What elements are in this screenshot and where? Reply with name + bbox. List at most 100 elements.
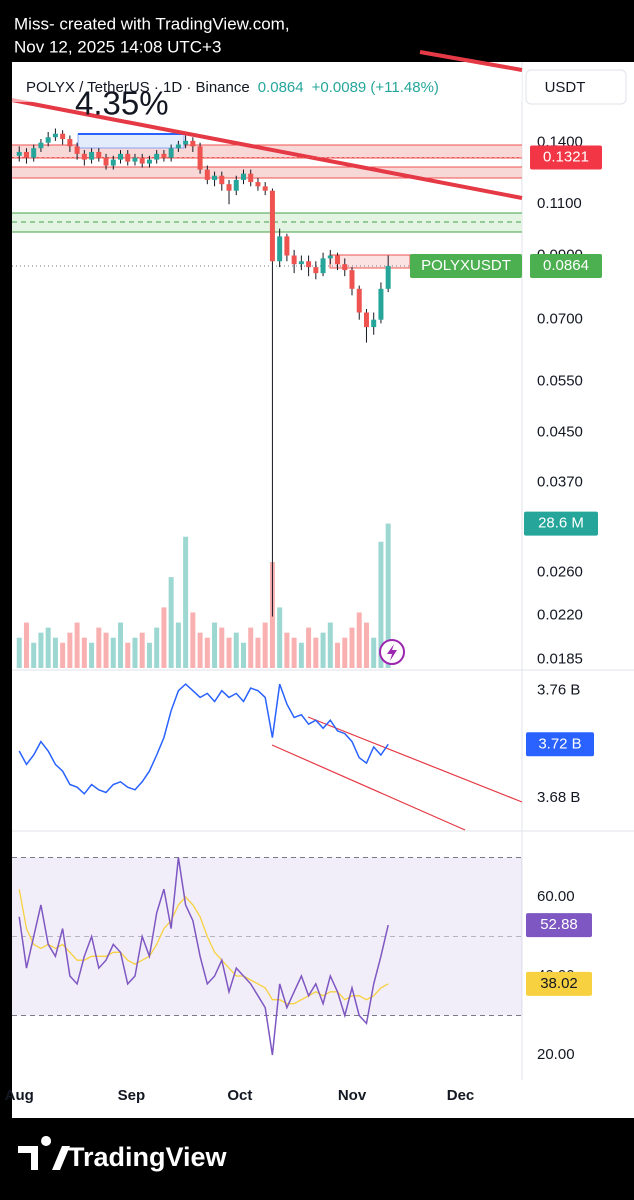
candle-body [226, 184, 232, 191]
candle-body [74, 146, 80, 154]
candle-body [175, 144, 181, 149]
candle-body [103, 157, 109, 166]
candle-body [110, 159, 116, 166]
marks [12, 128, 522, 1056]
volume-bar [103, 632, 109, 668]
candle-body [233, 179, 239, 191]
volume-bar [118, 622, 124, 668]
volume-bar [67, 632, 73, 668]
channel-line [307, 716, 523, 803]
candle-body [16, 151, 22, 156]
candle-body [52, 133, 58, 138]
volume-bar [342, 637, 348, 668]
price-tick-label: 0.0220 [537, 606, 583, 623]
channel-line [271, 744, 466, 831]
candle-body [262, 186, 268, 191]
candle-body [363, 312, 369, 328]
candle-body [38, 142, 44, 149]
rsi-ma-line [18, 888, 389, 1005]
candle-body [67, 139, 73, 147]
x-tick-label: Dec [447, 1087, 475, 1104]
candle-body [139, 157, 145, 164]
volume-bar [81, 637, 87, 668]
volume-bar [327, 622, 333, 668]
price-label-bg [530, 253, 602, 278]
trend-line [11, 98, 523, 200]
volume-bar [335, 642, 341, 668]
volume-label: 28.6 M [538, 515, 584, 532]
volume-bar [132, 637, 138, 668]
volume-bar [284, 632, 290, 668]
brand: TradingView [68, 1142, 228, 1172]
candle-body [146, 159, 152, 164]
event-icon-bolt [387, 644, 397, 661]
volume-bar [161, 607, 167, 668]
candle-body [190, 140, 196, 147]
volume-bar [356, 612, 362, 668]
brand-logo [18, 1136, 70, 1170]
currency-button[interactable] [525, 69, 627, 105]
candle-body [378, 288, 384, 320]
candle-body [291, 255, 297, 265]
candle-body [204, 169, 210, 180]
price-tick-label: 0.0370 [537, 474, 583, 491]
trend-line [419, 50, 523, 72]
volume-label-bg [524, 511, 598, 536]
candle-body [349, 270, 355, 289]
volume-bar [262, 622, 268, 668]
volume-bar [154, 627, 160, 668]
candle-body [284, 236, 290, 256]
volume-bar [291, 637, 297, 668]
volume-bar [190, 612, 196, 668]
rsi-ma-label: 38.02 [540, 975, 578, 992]
volume-bar [31, 642, 37, 668]
level-label-bg [530, 145, 602, 170]
volume-bar [110, 637, 116, 668]
rsi-label: 52.88 [540, 916, 578, 933]
candle-body [96, 151, 102, 158]
candle-body [118, 153, 124, 160]
candle-body [168, 148, 174, 158]
x-tick-label: Aug [5, 1087, 34, 1104]
timestamp: Nov 12, 2025 14:08 UTC+3 [14, 37, 221, 56]
symbol: POLYX / TetherUS · 1D · Binance [26, 79, 250, 96]
candle-body [23, 151, 29, 158]
candle-body [277, 236, 283, 262]
volume-bar [16, 637, 22, 668]
volume-bar [306, 627, 312, 668]
candle-body [212, 175, 218, 180]
volume-bar [74, 622, 80, 668]
annotation: 4.35% [75, 85, 169, 122]
candle-body [81, 153, 87, 160]
volume-bar [175, 622, 181, 668]
rsi-line [18, 857, 389, 1056]
candle-body [298, 261, 304, 265]
volume-bar [45, 627, 51, 668]
chart-panel [12, 62, 634, 1118]
range-box [329, 254, 411, 269]
resistance-zone [12, 167, 522, 178]
volume-bar [385, 523, 391, 668]
volume-bar [363, 622, 369, 668]
volume-bar [96, 627, 102, 668]
obv-label: 3.72 B [538, 735, 581, 752]
credit: Miss- created with TradingView.com, [14, 14, 290, 33]
volume-bar [125, 642, 131, 668]
candle-body [269, 190, 275, 262]
volume-bar [146, 642, 152, 668]
rsi-tick-label: 60.00 [537, 888, 575, 905]
currency[interactable]: USDT [545, 79, 586, 96]
price-tick-label: 0.0700 [537, 311, 583, 328]
rsi-label-bg [526, 913, 592, 938]
volume-bar [23, 622, 29, 668]
volume-bar [349, 627, 355, 668]
candle-body [342, 264, 348, 271]
candle-body [371, 319, 377, 328]
price-tick-label: 0.0550 [537, 372, 583, 389]
level-label: 0.1321 [543, 148, 589, 165]
candle-body [240, 173, 246, 180]
candle-body [60, 133, 66, 140]
price-tick-label: 0.0260 [537, 564, 583, 581]
candle-body [197, 146, 203, 170]
candle-body [161, 153, 167, 158]
